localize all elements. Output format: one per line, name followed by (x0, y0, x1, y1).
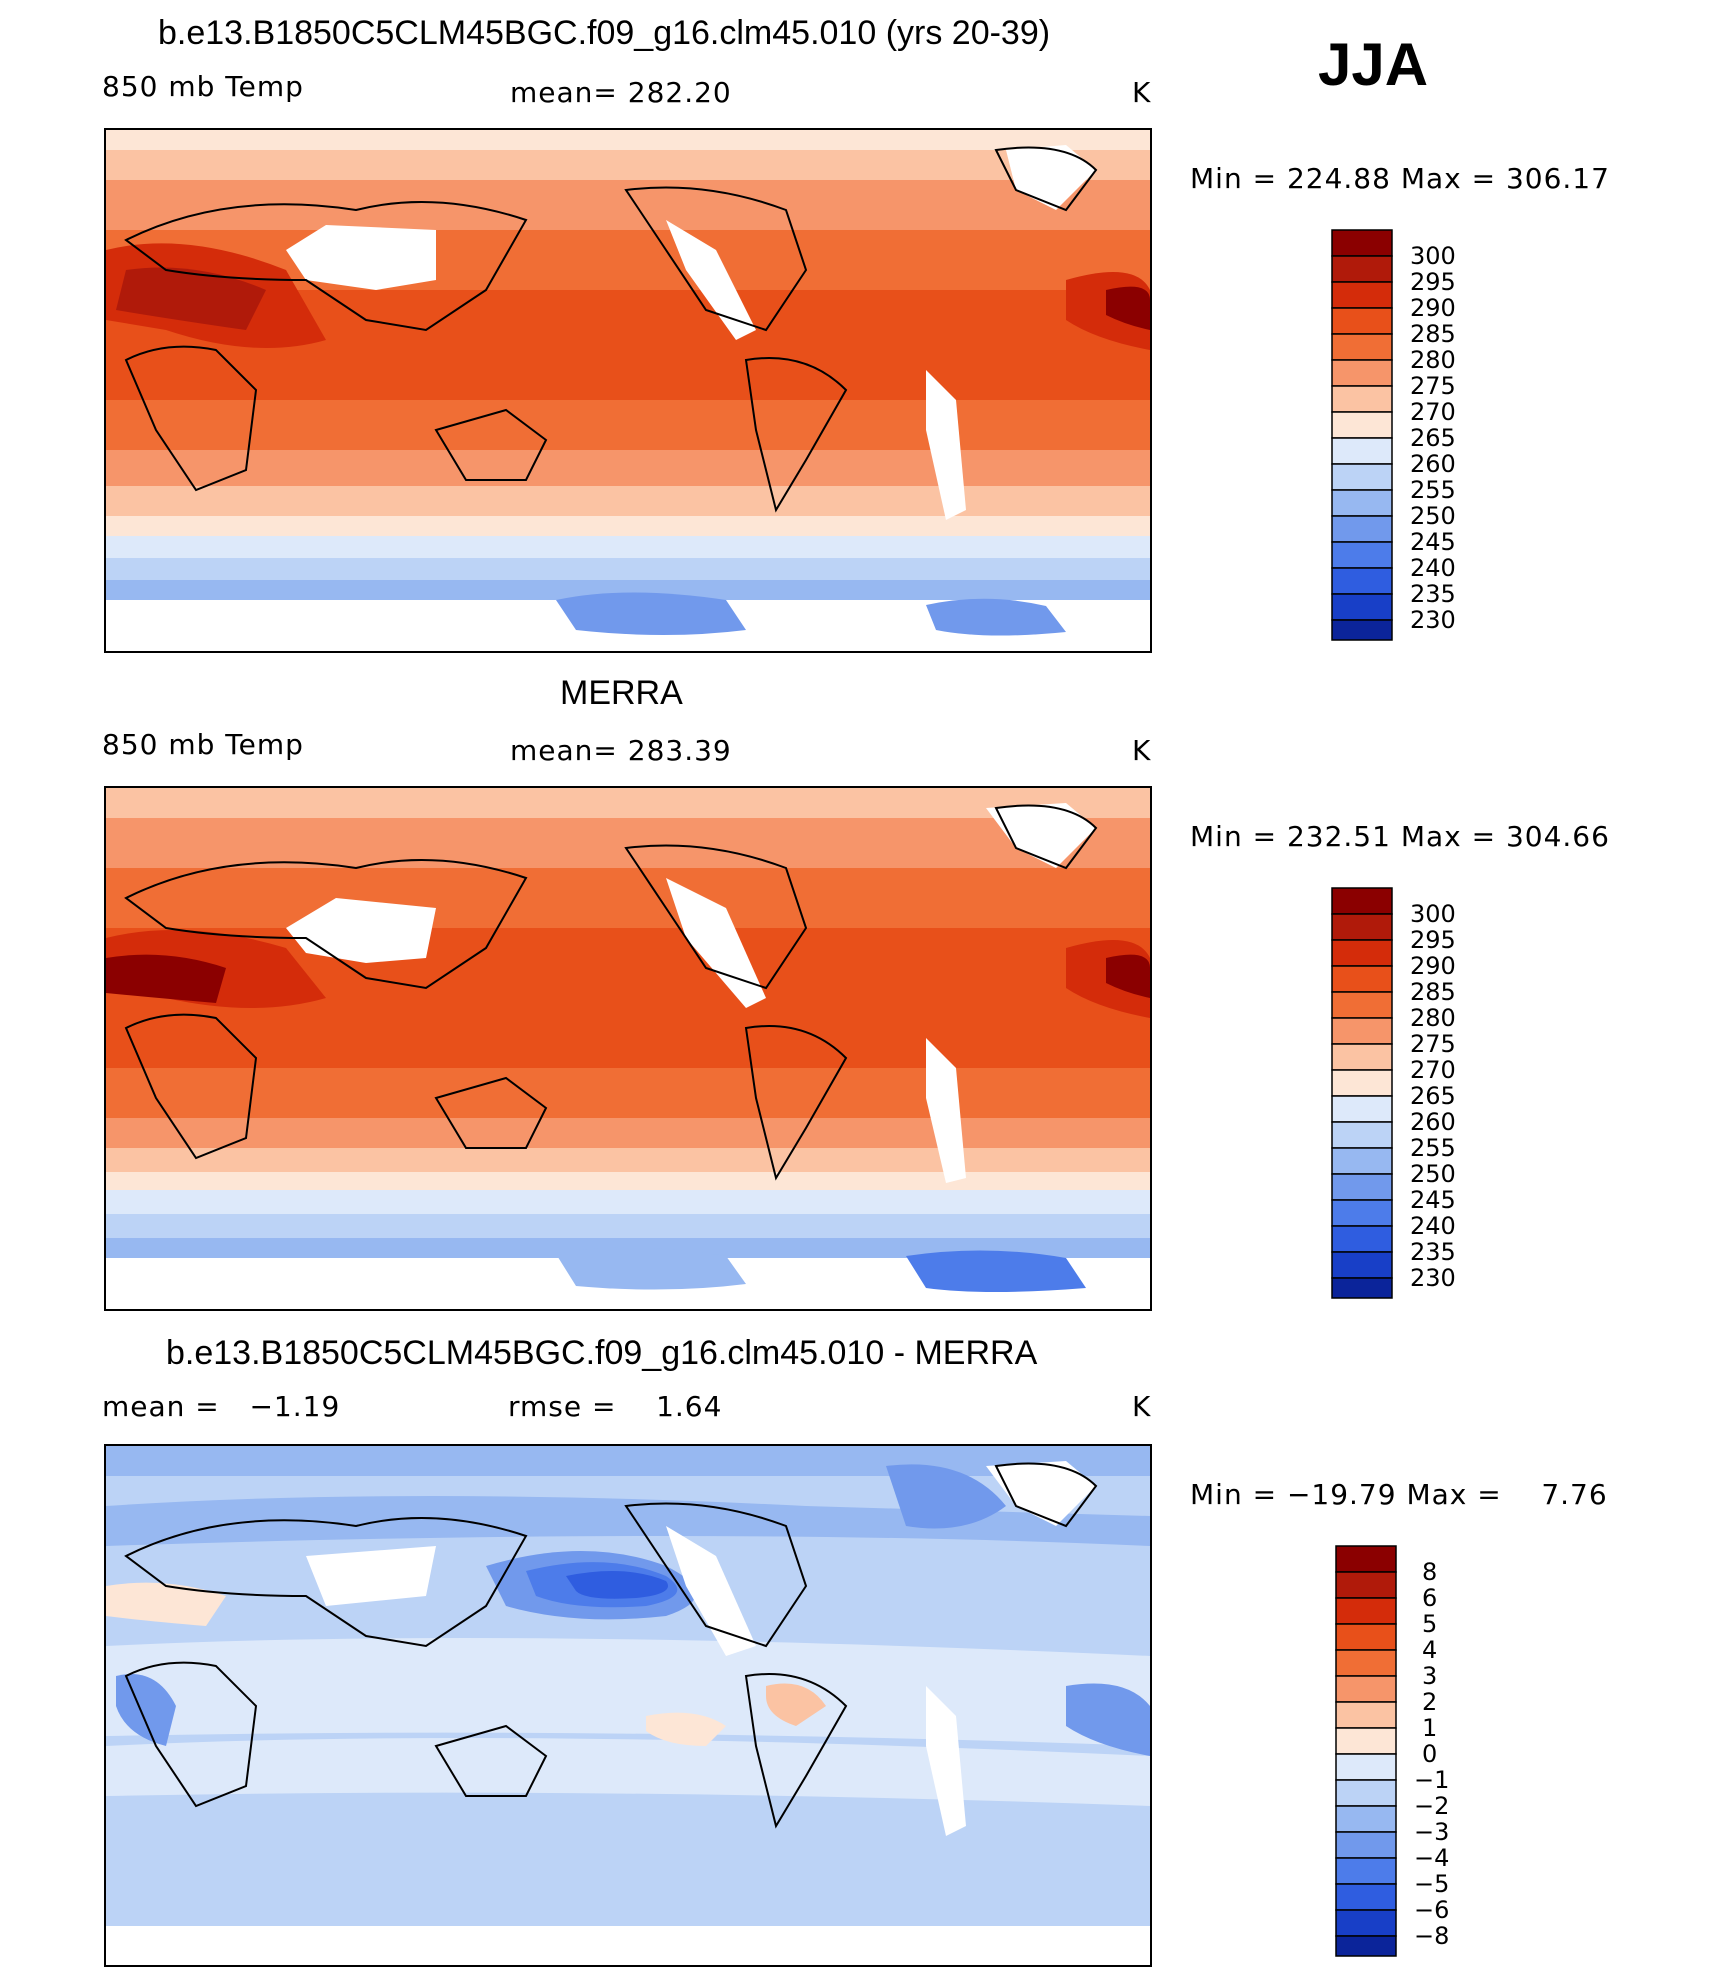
panel-1-legend-label: 300 (1410, 242, 1456, 270)
panel-1-legend-label: 265 (1410, 424, 1456, 452)
panel-1-map-graphic (106, 130, 1150, 651)
panel-3-legend-label: −8 (1414, 1922, 1450, 1950)
panel-1-legend-label: 255 (1410, 476, 1456, 504)
panel-1-title: b.e13.B1850C5CLM45BGC.f09_g16.clm45.010 … (158, 14, 1051, 52)
panel-2-units: K (1132, 734, 1152, 767)
panel-3-legend-label: 5 (1422, 1610, 1438, 1638)
panel-1-legend-label: 295 (1410, 268, 1456, 296)
panel-2-legend-label: 240 (1410, 1212, 1456, 1240)
panel-3-rmse-label: rmse = 1.64 (508, 1390, 723, 1423)
panel-1-legend-label: 245 (1410, 528, 1456, 556)
panel-2-legend-label: 260 (1410, 1108, 1456, 1136)
panel-2-variable-label: 850 mb Temp (102, 728, 304, 761)
panel-3-map-graphic (106, 1446, 1150, 1965)
panel-1-legend-label: 260 (1410, 450, 1456, 478)
panel-3-legend-label: 2 (1422, 1688, 1438, 1716)
panel-1-variable-label: 850 mb Temp (102, 70, 304, 103)
season-label: JJA (1318, 31, 1429, 98)
panel-1-legend-label: 270 (1410, 398, 1456, 426)
panel-1-minmax: Min = 224.88 Max = 306.17 (1190, 162, 1610, 195)
panel-3-map (104, 1444, 1152, 1967)
panel-3-legend-label: −1 (1414, 1766, 1450, 1794)
panel-2-legend-label: 255 (1410, 1134, 1456, 1162)
panel-1-legend-label: 280 (1410, 346, 1456, 374)
panel-1-legend-label: 285 (1410, 320, 1456, 348)
panel-3-legend-label: 1 (1422, 1714, 1438, 1742)
panel-3-title: b.e13.B1850C5CLM45BGC.f09_g16.clm45.010 … (166, 1334, 1038, 1372)
panel-1-legend-label: 235 (1410, 580, 1456, 608)
panel-2-colorbar: 300 295 290 285 280 275 270 265 260 255 … (1330, 886, 1456, 1305)
panel-2-map (104, 786, 1152, 1311)
panel-1-units: K (1132, 76, 1152, 109)
panel-3-legend-label: −3 (1414, 1818, 1450, 1846)
panel-2-legend-label: 270 (1410, 1056, 1456, 1084)
panel-2-mean-label: mean= 283.39 (510, 734, 732, 767)
panel-1-legend-label: 240 (1410, 554, 1456, 582)
panel-1-legend-label: 290 (1410, 294, 1456, 322)
panel-1-legend-label: 275 (1410, 372, 1456, 400)
panel-3-units: K (1132, 1390, 1152, 1423)
panel-1-map (104, 128, 1152, 653)
panel-3-colorbar: 8 6 5 4 3 2 1 0 −1 −2 −3 −4 −5 −6 −8 (1334, 1544, 1449, 1963)
panel-2-legend-label: 230 (1410, 1264, 1456, 1292)
panel-3-legend-label: −4 (1414, 1844, 1450, 1872)
panel-3-legend-label: −5 (1414, 1870, 1450, 1898)
panel-3-legend-label: −6 (1414, 1896, 1450, 1924)
panel-2-map-graphic (106, 788, 1150, 1309)
panel-3-legend-label: −2 (1414, 1792, 1450, 1820)
panel-2-legend-label: 280 (1410, 1004, 1456, 1032)
panel-1-legend-label: 230 (1410, 606, 1456, 634)
panel-1-colorbar: 300 295 290 285 280 275 270 265 260 255 … (1330, 228, 1456, 647)
panel-3-mean-label: mean = −1.19 (102, 1390, 341, 1423)
panel-3-legend-label: 0 (1422, 1740, 1438, 1768)
panel-2-legend-label: 265 (1410, 1082, 1456, 1110)
panel-2-legend-label: 250 (1410, 1160, 1456, 1188)
panel-3-legend-label: 3 (1422, 1662, 1438, 1690)
panel-3-legend-label: 6 (1422, 1584, 1438, 1612)
panel-2-legend-label: 290 (1410, 952, 1456, 980)
panel-2-legend-label: 300 (1410, 900, 1456, 928)
panel-1-colorbar-graphic (1331, 229, 1393, 641)
panel-2-minmax: Min = 232.51 Max = 304.66 (1190, 820, 1610, 853)
panel-2-colorbar-graphic (1331, 887, 1393, 1299)
panel-1-legend-label: 250 (1410, 502, 1456, 530)
panel-3-legend-label: 4 (1422, 1636, 1438, 1664)
panel-2-title: MERRA (560, 674, 683, 712)
panel-3-legend-label: 8 (1422, 1558, 1438, 1586)
panel-3-minmax: Min = −19.79 Max = 7.76 (1190, 1478, 1608, 1511)
panel-2-legend-label: 235 (1410, 1238, 1456, 1266)
panel-2-legend-label: 275 (1410, 1030, 1456, 1058)
panel-2-legend-label: 245 (1410, 1186, 1456, 1214)
panel-2-legend-label: 285 (1410, 978, 1456, 1006)
panel-3-colorbar-graphic (1335, 1545, 1397, 1957)
panel-2-legend-label: 295 (1410, 926, 1456, 954)
panel-1-mean-label: mean= 282.20 (510, 76, 732, 109)
